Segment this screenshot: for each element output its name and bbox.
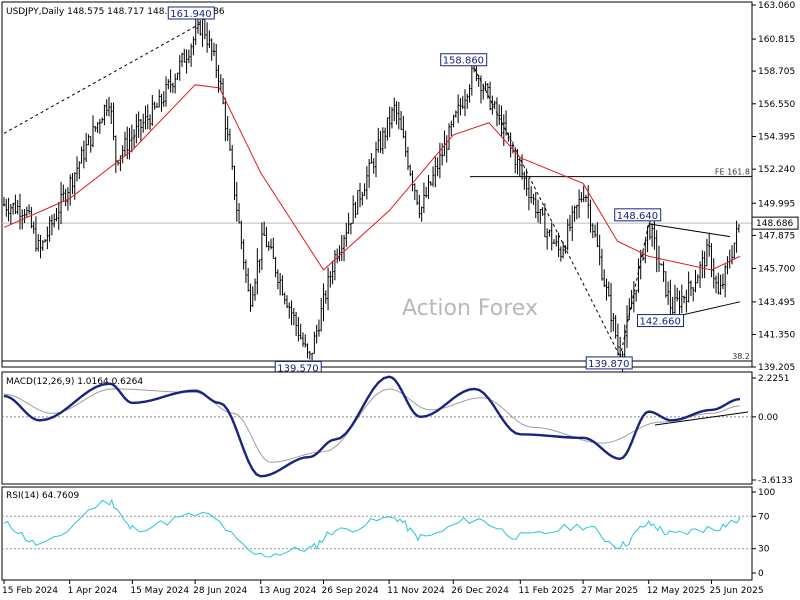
macd-signal-line	[3, 388, 741, 463]
price-y-tick-label: 147.875	[758, 231, 795, 241]
chart-title: USDJPY,Daily 148.575 148.717 148.277 148…	[6, 7, 225, 17]
price-annotation-box	[614, 208, 662, 222]
rsi-y-axis: 100 70 30 0	[752, 488, 775, 579]
x-tick-label: 13 Aug 2024	[259, 586, 317, 596]
watermark: Action Forex	[402, 296, 538, 321]
x-tick-label: 11 Nov 2024	[387, 586, 445, 596]
price-y-tick-label: 145.700	[758, 264, 795, 274]
price-annotation-label: 139.570	[277, 363, 318, 374]
rsi-y-tick-label: 70	[758, 512, 770, 522]
price-annotation-label: 142.660	[640, 317, 681, 328]
trend-line-dotted	[3, 22, 203, 134]
last-price-box	[751, 216, 799, 230]
x-tick-label: 12 May 2025	[647, 586, 706, 596]
price-y-tick-label: 152.240	[758, 165, 795, 175]
price-annotation-box	[440, 53, 488, 67]
x-tick-label: 11 Feb 2025	[518, 586, 574, 596]
x-tick-label: 26 Dec 2024	[451, 586, 509, 596]
price-annotation-label: 161.940	[170, 9, 211, 20]
macd-title: MACD(12,26,9) 1.0164 0.6264	[6, 377, 143, 387]
x-tick-label: 28 Jun 2024	[193, 586, 247, 596]
macd-y-axis: 2.2251 0.00 -3.6133	[752, 374, 793, 486]
moving-average-line	[3, 84, 741, 271]
rsi-line	[3, 498, 741, 558]
price-annotation-box	[637, 314, 685, 328]
rsi-y-tick-label: 30	[758, 545, 770, 555]
triangle-upper-line	[648, 223, 731, 238]
macd-y-tick-label: 0.00	[758, 413, 778, 423]
x-tick-label: 25 Jun 2025	[709, 586, 763, 596]
price-y-tick-label: 143.495	[758, 298, 795, 308]
price-y-tick-label: 156.550	[758, 100, 795, 110]
x-tick-label: 15 May 2024	[130, 586, 189, 596]
x-tick-label: 15 Feb 2024	[2, 586, 58, 596]
rsi-y-tick-label: 100	[758, 488, 775, 498]
price-y-axis: 163.060 160.815 158.705 156.550 154.395 152.2…	[752, 1, 795, 373]
rsi-y-tick-label: 0	[758, 569, 764, 579]
macd-panel	[1, 371, 753, 485]
macd-y-tick-label: -3.6133	[758, 476, 793, 486]
price-annotation-label: 148.640	[617, 211, 658, 222]
rsi-title: RSI(14) 64.7609	[6, 491, 79, 501]
price-annotations: 161.940 139.570 158.860 148.640 139.870 142.6…	[167, 6, 685, 374]
last-price-text: 148.686	[756, 219, 793, 229]
macd-y-tick-label: 2.2251	[758, 374, 790, 384]
price-y-tick-label: 141.350	[758, 330, 795, 340]
fibo-label: 38.2	[732, 352, 750, 361]
price-y-tick-label: 158.705	[758, 67, 795, 77]
price-y-tick-label: 163.060	[758, 1, 795, 11]
price-y-tick-label: 149.995	[758, 199, 795, 209]
price-y-tick-label: 139.205	[758, 363, 795, 373]
price-annotation-label: 139.870	[588, 359, 629, 370]
x-tick-label: 26 Sep 2024	[322, 586, 379, 596]
rsi-panel	[1, 486, 753, 581]
fibo-label: FE 161.8	[715, 168, 750, 177]
price-panel	[1, 1, 753, 368]
price-annotation-box	[167, 6, 215, 20]
price-y-tick-label: 154.395	[758, 132, 795, 142]
date-x-axis: 15 Feb 2024 1 Apr 2024 15 May 2024 28 Jun 2…	[2, 580, 764, 596]
x-tick-label: 1 Apr 2024	[68, 586, 118, 596]
trend-line-rebound	[619, 223, 650, 358]
price-y-tick-label: 160.815	[758, 35, 795, 45]
macd-line	[3, 375, 741, 478]
candle-series	[3, 11, 740, 375]
last-price-label: 148.686	[751, 216, 799, 230]
x-tick-label: 27 Mar 2025	[581, 586, 638, 596]
price-annotation-box	[585, 356, 633, 370]
rsi-levels	[2, 515, 752, 550]
price-annotation-label: 158.860	[443, 56, 484, 67]
macd-trend-line	[654, 411, 749, 426]
